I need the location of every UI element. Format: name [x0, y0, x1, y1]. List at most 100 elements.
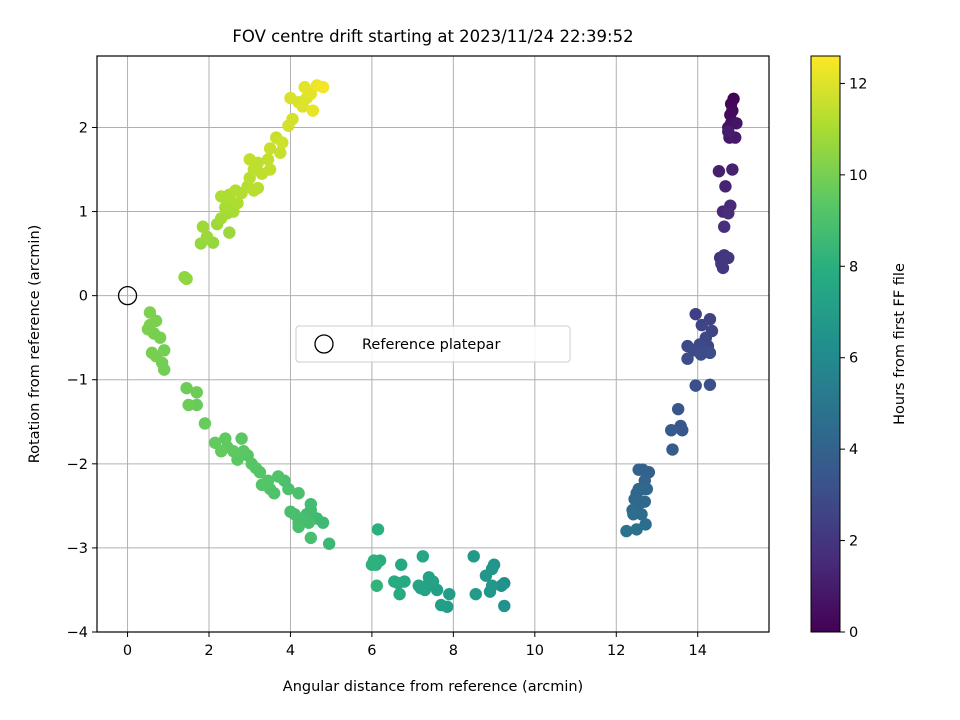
data-point: [676, 423, 689, 437]
y-tick-label: 0: [79, 289, 88, 305]
data-point: [393, 587, 406, 601]
colorbar: [810, 55, 841, 633]
legend-marker-icon: [314, 334, 334, 354]
data-point: [416, 550, 430, 563]
data-point: [200, 230, 214, 243]
data-point: [469, 587, 482, 601]
data-point: [367, 554, 381, 567]
data-point: [316, 80, 330, 94]
colorbar-tick-label: 12: [849, 76, 867, 92]
reference-point: [117, 285, 138, 306]
data-point: [145, 346, 159, 360]
data-point: [143, 306, 157, 319]
data-point: [190, 386, 203, 399]
data-point: [412, 579, 425, 592]
data-point: [627, 508, 640, 521]
data-point: [640, 482, 654, 496]
data-point: [178, 270, 191, 284]
legend-label: Reference platepar: [362, 337, 500, 353]
x-tick-label: 8: [449, 643, 458, 659]
y-tick-label: 1: [79, 205, 88, 221]
data-point: [263, 163, 277, 176]
colorbar-tick-label: 0: [849, 625, 858, 641]
data-point: [272, 470, 285, 483]
data-point: [665, 423, 678, 437]
data-point: [371, 523, 385, 536]
y-tick-label: −1: [67, 373, 88, 389]
data-point: [235, 432, 248, 445]
data-point: [666, 443, 679, 456]
data-point: [298, 80, 311, 94]
x-tick-label: 4: [286, 643, 295, 659]
x-tick-label: 6: [367, 643, 376, 659]
data-point: [722, 207, 735, 220]
data-point: [306, 104, 320, 117]
y-tick-label: −3: [67, 541, 88, 557]
data-point: [274, 146, 287, 159]
data-point: [703, 378, 717, 391]
data-point: [284, 505, 297, 518]
colorbar-tick-label: 10: [849, 168, 867, 184]
x-tick-label: 2: [204, 643, 213, 659]
data-point: [719, 180, 732, 193]
x-axis-ticks: 0 2 4 6 8 10 12 14: [123, 632, 707, 659]
x-tick-label: 10: [526, 643, 544, 659]
data-point: [223, 226, 236, 239]
colorbar-tick-label: 4: [849, 442, 858, 458]
data-point: [632, 463, 645, 476]
reference-platepar-marker: [117, 285, 138, 306]
data-point: [695, 318, 708, 332]
data-point: [689, 379, 702, 392]
data-point: [198, 417, 212, 430]
legend: Reference platepar: [295, 325, 571, 363]
data-point: [671, 402, 685, 416]
data-point: [483, 585, 497, 598]
data-point: [208, 436, 222, 450]
x-tick-label: 14: [689, 643, 707, 659]
data-point: [694, 348, 708, 361]
data-point: [292, 520, 305, 534]
data-point: [231, 196, 244, 210]
data-point: [261, 153, 275, 166]
scatter-points: [141, 79, 743, 613]
data-point: [434, 598, 448, 612]
data-point: [689, 307, 702, 321]
data-point: [322, 537, 336, 550]
data-point: [219, 432, 232, 445]
data-point: [712, 165, 726, 178]
data-point: [251, 181, 265, 195]
x-tick-label: 12: [607, 643, 625, 659]
y-axis-ticks: −4 −3 −2 −1 0 1 2: [67, 120, 97, 641]
data-point: [620, 524, 633, 538]
y-axis-label: Rotation from reference (arcmin): [27, 225, 43, 464]
data-point: [730, 117, 743, 130]
data-point: [276, 136, 289, 149]
colorbar-tick-label: 6: [849, 351, 858, 367]
data-point: [467, 550, 480, 563]
colorbar-tick-label: 2: [849, 534, 858, 550]
data-point: [479, 569, 493, 582]
y-tick-label: −2: [67, 457, 88, 473]
data-point: [388, 575, 401, 588]
plot-frame: [96, 55, 770, 633]
y-tick-label: −4: [67, 625, 88, 641]
data-point: [304, 497, 318, 511]
colorbar-tick-label: 8: [849, 259, 858, 275]
data-point: [681, 352, 694, 365]
data-point: [495, 579, 508, 592]
data-point: [716, 261, 730, 275]
data-point: [243, 153, 256, 166]
colorbar-ticks: 0 2 4 6 8 10 12: [840, 76, 867, 641]
y-tick-label: 2: [79, 120, 88, 136]
data-point: [286, 112, 299, 126]
data-point: [726, 163, 739, 176]
x-axis-label: Angular distance from reference (arcmin): [283, 679, 583, 695]
chart-title: FOV centre drift starting at 2023/11/24 …: [232, 27, 633, 46]
data-point: [263, 142, 277, 155]
data-point: [630, 523, 643, 536]
x-tick-label: 0: [123, 643, 132, 659]
data-point: [722, 125, 735, 138]
data-point: [395, 558, 408, 571]
legend-box: [295, 325, 571, 363]
